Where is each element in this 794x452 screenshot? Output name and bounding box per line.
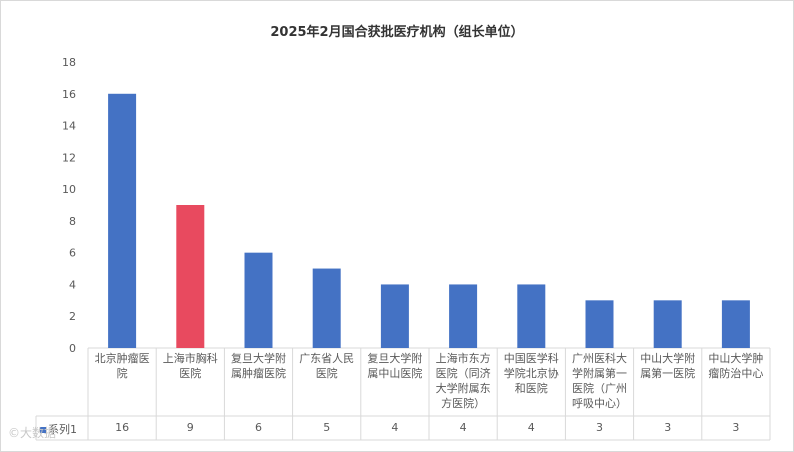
bar bbox=[449, 284, 477, 348]
x-category-label: 上海市胸科医院 bbox=[158, 351, 222, 381]
y-tick-label: 10 bbox=[62, 183, 76, 196]
data-table-value: 4 bbox=[429, 421, 497, 434]
chart-title: 2025年2月国合获批医疗机构（组长单位） bbox=[270, 24, 523, 40]
y-tick-label: 12 bbox=[62, 151, 76, 164]
bar bbox=[381, 284, 409, 348]
bar bbox=[245, 253, 273, 348]
y-tick-label: 16 bbox=[62, 88, 76, 101]
bar bbox=[313, 269, 341, 348]
watermark: ©大数据 bbox=[8, 424, 56, 441]
data-table-value: 4 bbox=[497, 421, 565, 434]
data-table-value: 4 bbox=[361, 421, 429, 434]
data-table-value: 3 bbox=[702, 421, 770, 434]
x-category-label: 中国医学科学院北京协和医院 bbox=[499, 351, 563, 396]
x-category-label: 广东省人民医院 bbox=[295, 351, 359, 381]
bar bbox=[586, 300, 614, 348]
data-table-value: 9 bbox=[156, 421, 224, 434]
x-category-label: 北京肿瘤医院 bbox=[90, 351, 154, 381]
y-tick-label: 14 bbox=[62, 120, 76, 133]
y-tick-label: 0 bbox=[69, 342, 76, 355]
y-tick-label: 8 bbox=[69, 215, 76, 228]
chart: 2025年2月国合获批医疗机构（组长单位） 0 2 4 6 8 10 12 14 16 18 bbox=[0, 0, 794, 452]
y-tick-label: 2 bbox=[69, 310, 76, 323]
bar bbox=[654, 300, 682, 348]
data-table-value: 3 bbox=[565, 421, 633, 434]
bar bbox=[722, 300, 750, 348]
y-tick-label: 6 bbox=[69, 247, 76, 260]
x-category-label: 中山大学肿瘤防治中心 bbox=[704, 351, 768, 381]
bar bbox=[108, 94, 136, 348]
data-table-value: 5 bbox=[293, 421, 361, 434]
x-category-label: 复旦大学附属中山医院 bbox=[363, 351, 427, 381]
bar bbox=[176, 205, 204, 348]
data-table-value: 6 bbox=[224, 421, 292, 434]
data-table-value: 16 bbox=[88, 421, 156, 434]
bar bbox=[517, 284, 545, 348]
y-tick-label: 18 bbox=[62, 56, 76, 69]
x-category-label: 广州医科大学附属第一医院（广州呼吸中心） bbox=[567, 351, 631, 411]
y-tick-label: 4 bbox=[69, 278, 76, 291]
x-category-label: 中山大学附属第一医院 bbox=[636, 351, 700, 381]
data-table-value: 3 bbox=[634, 421, 702, 434]
x-category-label: 复旦大学附属肿瘤医院 bbox=[226, 351, 290, 381]
x-category-label: 上海市东方医院（同济大学附属东方医院） bbox=[431, 351, 495, 411]
